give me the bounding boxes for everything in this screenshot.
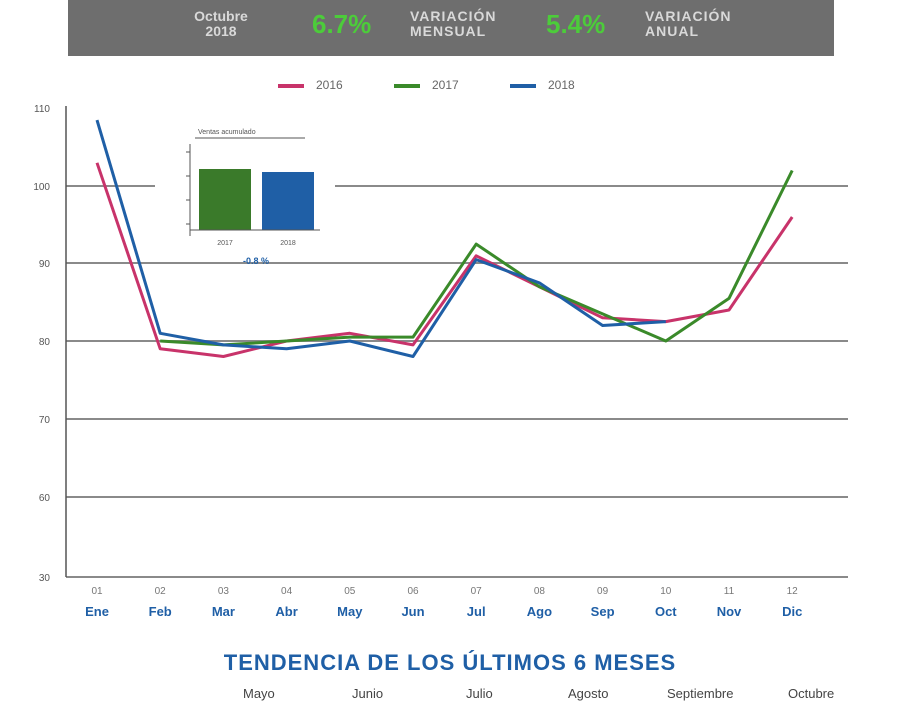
x-tick-month: Ago [527, 604, 552, 619]
legend-label-2018: 2018 [548, 78, 575, 92]
section-title: TENDENCIA DE LOS ÚLTIMOS 6 MESES [223, 650, 677, 675]
y-tick-label: 70 [39, 415, 51, 426]
inset-category-label: 2018 [280, 240, 296, 247]
monthly-variation-label: VARIACIÓN MENSUAL [410, 9, 497, 39]
x-tick-number: 10 [660, 586, 672, 597]
y-tick-label: 100 [33, 182, 50, 193]
month-label: Mayo [243, 686, 275, 701]
legend-label-2017: 2017 [432, 78, 459, 92]
x-tick-month: May [337, 604, 363, 619]
series-line-2017 [160, 169, 794, 347]
x-tick-month: Jul [467, 604, 486, 619]
monthly-label-line2: MENSUAL [410, 23, 487, 39]
legend-swatch-2018 [510, 84, 536, 88]
x-tick-month: Ene [85, 604, 109, 619]
inset-bar-chart: Ventas acumulado 2017 2018 -0.8 % [155, 126, 335, 266]
y-tick-label: 80 [39, 337, 51, 348]
x-tick-number: 08 [534, 586, 546, 597]
x-tick-month: Dic [782, 604, 802, 619]
x-tick-number: 05 [344, 586, 356, 597]
inset-category-label: 2017 [217, 240, 233, 247]
inset-bar-2017 [199, 169, 251, 230]
annual-label-line1: VARIACIÓN [645, 8, 732, 24]
x-tick-month: Abr [275, 604, 297, 619]
period-year: 2018 [205, 23, 237, 39]
x-tick-number: 03 [218, 586, 230, 597]
x-axis: 01 Ene 02 Feb 03 Mar 04 Abr 05 May 06 Jun 07 Jul 08 Ago… [85, 586, 802, 619]
inset-title: Ventas acumulado [198, 129, 256, 136]
x-tick-number: 11 [724, 586, 735, 597]
month-label: Agosto [568, 686, 609, 701]
summary-bar: Octubre 2018 6.7% VARIACIÓN MENSUAL 5.4%… [68, 0, 834, 56]
annual-label-line2: ANUAL [645, 23, 699, 39]
inset-annotation: -0.8 % [243, 256, 269, 266]
y-tick-label: 30 [39, 573, 51, 584]
x-tick-month: Sep [591, 604, 615, 619]
legend-swatch-2016 [278, 84, 304, 88]
x-tick-number: 12 [787, 586, 799, 597]
monthly-label-line1: VARIACIÓN [410, 8, 497, 24]
legend-swatch-2017 [394, 84, 420, 88]
y-tick-label: 60 [39, 493, 51, 504]
period-month: Octubre [194, 8, 248, 24]
series-line-2018 [95, 119, 666, 358]
chart-legend: 2016 2017 2018 [0, 76, 900, 96]
x-tick-number: 07 [471, 586, 483, 597]
month-label: Octubre [788, 686, 835, 701]
x-tick-number: 01 [91, 586, 103, 597]
annual-variation-value: 5.4% [546, 9, 606, 39]
annual-variation-label: VARIACIÓN ANUAL [645, 9, 732, 39]
month-label: Junio [352, 686, 384, 701]
x-tick-month: Nov [717, 604, 742, 619]
y-tick-label: 90 [39, 259, 51, 270]
chart-grid [66, 185, 848, 578]
chart-lines [95, 119, 794, 358]
period-label: Octubre 2018 [176, 9, 266, 39]
month-label: Septiembre [667, 686, 734, 701]
month-label: Julio [466, 686, 493, 701]
y-axis: 110 100 90 80 70 60 30 [33, 104, 67, 584]
x-tick-number: 06 [407, 586, 419, 597]
monthly-variation-value: 6.7% [312, 9, 372, 39]
line-chart: 110 100 90 80 70 60 30 01 Ene 02 Feb 03 Mar 04 Abr 05 M… [33, 104, 848, 619]
x-tick-month: Oct [655, 604, 677, 619]
months-row: Mayo Junio Julio Agosto Septiembre Octub… [0, 686, 900, 701]
inset-bar-2018 [262, 172, 314, 230]
series-line-2016 [95, 162, 794, 358]
x-tick-number: 09 [597, 586, 609, 597]
x-tick-number: 02 [155, 586, 167, 597]
legend-label-2016: 2016 [316, 78, 343, 92]
x-tick-month: Mar [212, 604, 235, 619]
x-tick-month: Feb [149, 604, 172, 619]
y-tick-label: 110 [34, 104, 50, 115]
x-tick-number: 04 [281, 586, 293, 597]
x-tick-month: Jun [401, 604, 424, 619]
